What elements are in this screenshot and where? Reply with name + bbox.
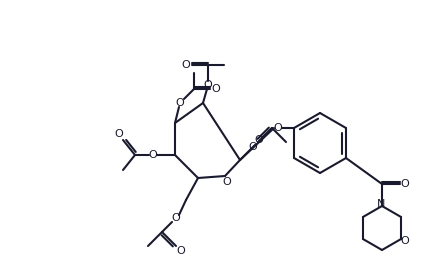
Text: O: O [177,246,185,256]
Text: O: O [223,177,231,187]
Text: O: O [176,98,184,108]
Text: O: O [181,60,190,70]
Text: O: O [212,84,221,94]
Text: O: O [255,135,264,145]
Text: O: O [401,179,409,189]
Text: N: N [377,199,385,209]
Text: O: O [274,123,282,133]
Text: O: O [249,142,258,152]
Text: O: O [172,213,180,223]
Text: O: O [204,80,212,90]
Text: O: O [115,129,123,139]
Text: O: O [149,150,157,160]
Text: O: O [401,236,409,246]
